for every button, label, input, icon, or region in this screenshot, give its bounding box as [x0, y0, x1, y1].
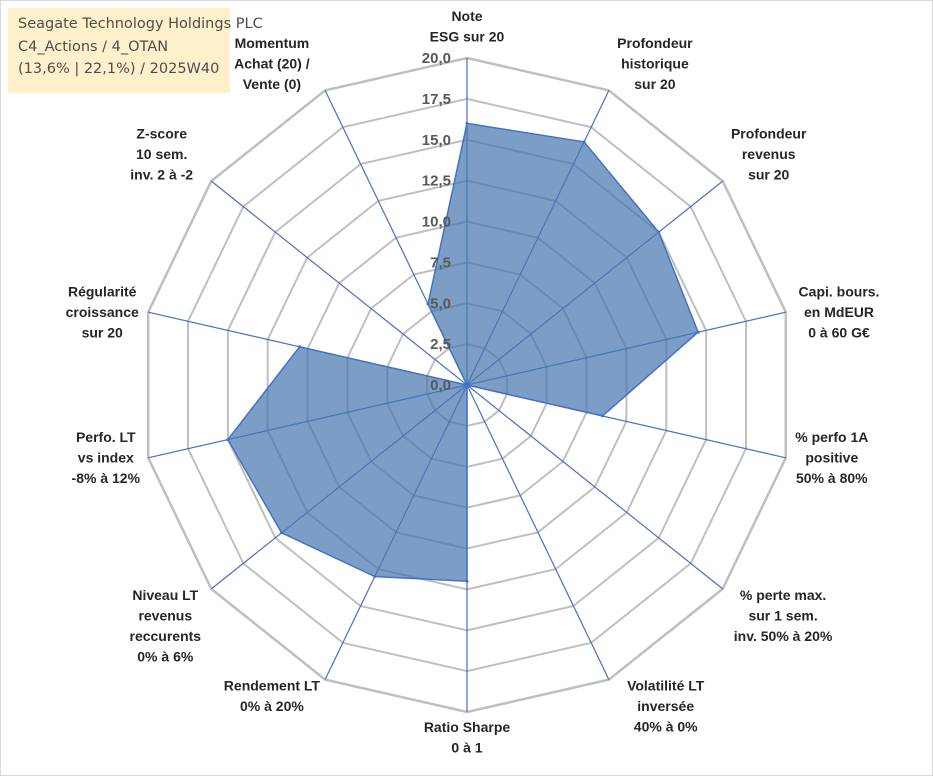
axis-label-13: Z-score 10 sem. inv. 2 à -2	[130, 126, 193, 183]
series-area	[226, 122, 699, 582]
data-point-4	[696, 330, 700, 334]
data-point-9	[373, 575, 377, 578]
tick-label: 7,5	[430, 254, 451, 271]
tick-label: 2,5	[430, 336, 451, 353]
axis-label-1: Note ESG sur 20	[430, 8, 505, 45]
info-box: Seagate Technology Holdings PLC C4_Actio…	[8, 8, 263, 93]
tick-label: 0,0	[430, 377, 451, 394]
data-point-12	[298, 345, 302, 349]
axis-label-6: % perte max. sur 1 sem. inv. 50% à 20%	[734, 587, 833, 644]
axis-label-7: Volatilité LT inversée 40% à 0%	[627, 678, 705, 735]
axis-label-14: Momentum Achat (20) / Vente (0)	[234, 35, 310, 92]
axis-label-3: Profondeur revenus sur 20	[731, 126, 807, 183]
tick-label: 12,5	[422, 173, 451, 190]
tick-label: 17,5	[422, 91, 451, 108]
tick-label: 5,0	[430, 295, 451, 312]
data-point-3	[657, 230, 661, 234]
axis-spoke	[466, 384, 610, 680]
data-point-2	[582, 140, 586, 144]
axis-labels: Note ESG sur 20 Profondeur historique sur 20…	[66, 8, 880, 756]
axis-spoke	[466, 384, 724, 590]
data-point-13	[465, 383, 469, 387]
axis-label-10: Niveau LT revenus reccurents 0% à 6%	[130, 587, 202, 665]
axis-label-8: Ratio Sharpe 0 à 1	[424, 719, 511, 756]
data-point-10	[280, 531, 284, 535]
axis-label-5: % perfo 1A positive 50% à 80%	[795, 429, 868, 486]
axis-label-4: Capi. bours. en MdEUR 0 à 60 G€	[799, 284, 880, 341]
axis-label-9: Rendement LT 0% à 20%	[224, 678, 321, 715]
axis-label-11: Perfo. LT vs index -8% à 12%	[72, 429, 141, 486]
data-point-14	[426, 302, 430, 306]
data-point-1	[465, 121, 469, 125]
portfolio-category: C4_Actions / 4_OTAN	[18, 38, 169, 55]
axis-label-12: Régularité croissance sur 20	[66, 284, 139, 341]
tick-label: 15,0	[422, 132, 451, 149]
company-name: Seagate Technology Holdings PLC	[18, 16, 263, 32]
data-point-11	[226, 438, 230, 442]
radar-series	[226, 121, 700, 583]
data-point-5	[601, 414, 604, 418]
axis-label-2: Profondeur historique sur 20	[617, 35, 693, 92]
tick-label: 20,0	[422, 50, 451, 67]
axis-spoke	[210, 180, 468, 386]
data-point-8	[465, 579, 469, 583]
radial-tick-labels: 0,0 2,5 5,0 7,5 10,0 12,5 15,0 17,5 20,0	[422, 50, 451, 394]
tick-label: 10,0	[422, 214, 451, 231]
performance-week: (13,6% | 22,1%) / 2025W40	[18, 61, 220, 77]
